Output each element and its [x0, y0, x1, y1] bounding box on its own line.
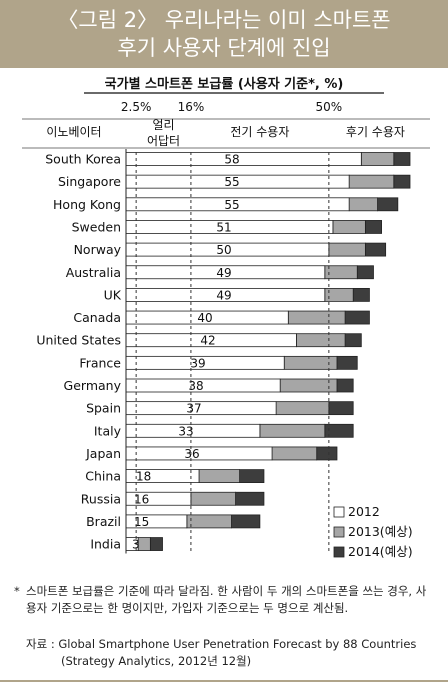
category-label: Norway — [74, 242, 122, 257]
category-label: Singapore — [58, 174, 121, 189]
category-label: Japan — [85, 446, 121, 461]
value-label-2012: 39 — [190, 356, 205, 370]
source-line2: (Strategy Analytics, 2012년 12월) — [61, 654, 252, 668]
bar-2013 — [332, 220, 366, 234]
source-line1: 자료 : Global Smartphone User Penetration … — [26, 637, 417, 651]
legend-label: 2013(예상) — [348, 524, 413, 539]
bar-2013 — [271, 446, 318, 461]
value-label-2012: 33 — [178, 424, 193, 438]
bar-2014 — [393, 174, 411, 189]
bar-2014 — [239, 469, 265, 484]
bar-2013 — [259, 423, 326, 438]
value-label-2012: 36 — [184, 447, 199, 461]
figure-title-line1: 〈그림 2〉 우리나라는 이미 스마트폰 — [57, 8, 391, 32]
threshold-label: 2.5% — [121, 100, 152, 114]
stage-label-early-adopters-2: 어답터 — [147, 134, 180, 148]
value-label-2012: 37 — [186, 402, 201, 416]
category-label: China — [85, 469, 121, 484]
bar-2014 — [316, 446, 338, 461]
bar-2013 — [348, 174, 395, 189]
stage-label-early-adopters-1: 얼리 — [152, 118, 174, 132]
threshold-label: 16% — [178, 100, 205, 114]
legend-label: 2012 — [348, 504, 380, 519]
value-label-2012: 16 — [134, 492, 149, 506]
bar-2013 — [186, 514, 232, 529]
value-label-2012: 55 — [224, 175, 239, 189]
bar-2013 — [348, 197, 378, 212]
legend-swatch — [333, 526, 345, 538]
legend-swatch — [333, 506, 345, 518]
category-label: Hong Kong — [53, 197, 121, 212]
smartphone-penetration-chart: 국가별 스마트폰 보급률 (사용자 기준*, %) 2.5% 16% 50% 이노베이터… — [22, 76, 430, 559]
legend-label: 2014(예상) — [348, 544, 413, 559]
category-label: Canada — [73, 310, 121, 325]
value-label-2012: 49 — [216, 266, 231, 280]
bar-2013 — [295, 333, 346, 348]
figure-header: 〈그림 2〉 우리나라는 이미 스마트폰 후기 사용자 단계에 진입 — [0, 0, 448, 68]
category-label: Sweden — [72, 219, 121, 234]
category-label: Australia — [66, 265, 121, 280]
footnote: * 스마트폰 보급률은 기준에 따라 달라짐. 한 사람이 두 개의 스마트폰을… — [14, 583, 436, 617]
bar-2014 — [393, 152, 411, 166]
bar-2014 — [336, 378, 354, 393]
value-label-2012: 50 — [216, 243, 231, 257]
bar-2013 — [190, 491, 236, 506]
category-label: India — [90, 537, 121, 552]
bar-2013 — [360, 152, 395, 166]
bar-2014 — [356, 265, 374, 280]
value-label-2012: 58 — [224, 153, 239, 167]
value-label-2012: 18 — [136, 470, 151, 484]
footnote-marker: * — [14, 584, 20, 598]
chart-title: 국가별 스마트폰 보급률 (사용자 기준*, %) — [105, 76, 344, 92]
category-label: Italy — [94, 423, 122, 438]
bar-2014 — [149, 537, 163, 551]
footnote-text: 스마트폰 보급률은 기준에 따라 달라짐. 한 사람이 두 개의 스마트폰을 쓰… — [26, 584, 427, 615]
bar-2014 — [328, 401, 354, 416]
bar-2014 — [344, 333, 362, 348]
bar-2013 — [198, 469, 240, 484]
category-label: South Korea — [45, 152, 121, 167]
value-label-2012: 40 — [197, 311, 212, 325]
bar-2014 — [364, 242, 387, 257]
bar-2012 — [125, 152, 362, 166]
bar-2013 — [287, 310, 346, 325]
value-label-2012: 42 — [200, 334, 215, 348]
threshold-label: 50% — [316, 100, 343, 114]
category-label: Spain — [86, 401, 121, 416]
bottom-rule — [0, 680, 448, 682]
bar-2014 — [364, 220, 383, 234]
source-note: 자료 : Global Smartphone User Penetration … — [26, 636, 441, 670]
value-label-2012: 49 — [216, 288, 231, 302]
bar-2014 — [336, 355, 358, 370]
bar-2013 — [328, 242, 366, 257]
bar-2013 — [275, 401, 330, 416]
bar-2013 — [137, 537, 151, 551]
bar-2013 — [324, 265, 358, 280]
stage-label-innovators: 이노베이터 — [46, 125, 101, 139]
value-label-2012: 55 — [224, 198, 239, 212]
stage-label-early-majority: 전기 수용자 — [230, 125, 289, 139]
category-label: UK — [104, 287, 122, 302]
category-label: France — [79, 355, 121, 370]
stage-label-late-majority: 후기 수용자 — [346, 125, 405, 139]
category-label: Brazil — [86, 514, 121, 529]
figure-title-line2: 후기 사용자 단계에 진입 — [117, 36, 331, 60]
value-label-2012: 38 — [188, 379, 203, 393]
bar-2014 — [231, 514, 261, 529]
bar-2014 — [352, 287, 370, 302]
bar-2014 — [377, 197, 399, 212]
category-label: Russia — [81, 491, 121, 506]
bar-2014 — [235, 491, 265, 506]
category-label: United States — [36, 333, 121, 348]
value-label-2012: 51 — [216, 220, 231, 234]
bar-2014 — [344, 310, 370, 325]
category-label: Germany — [64, 378, 122, 393]
value-label-2012: 15 — [134, 515, 149, 529]
legend-swatch — [333, 546, 345, 558]
